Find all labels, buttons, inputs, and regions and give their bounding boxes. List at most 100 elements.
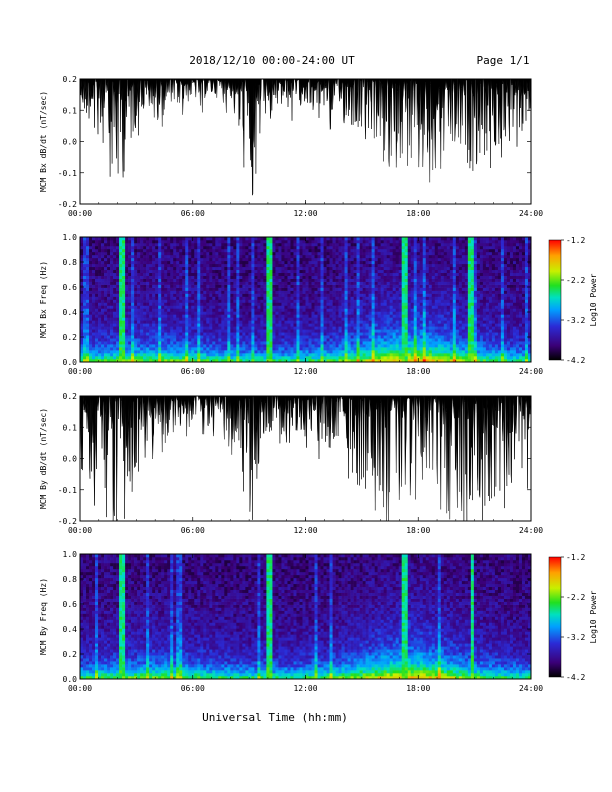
heatmap-cell [308, 254, 312, 259]
heatmap-cell [335, 287, 339, 291]
heatmap-cell [428, 305, 433, 309]
heatmap-cell [254, 323, 258, 327]
heatmap-cell [209, 341, 213, 345]
heatmap-cell [200, 251, 204, 256]
heatmap-cell [275, 251, 279, 256]
heatmap-cell [98, 245, 102, 250]
heatmap-cell [83, 266, 87, 271]
heatmap-cell [122, 245, 126, 250]
heatmap-cell [419, 350, 424, 354]
heatmap-cell [365, 335, 369, 339]
heatmap-cell [107, 248, 111, 253]
heatmap-cell [404, 260, 409, 265]
heatmap-cell [332, 263, 336, 268]
heatmap-cell [173, 344, 177, 348]
heatmap-cell [311, 275, 315, 279]
heatmap-cell [119, 269, 123, 274]
heatmap-cell [350, 269, 354, 274]
heatmap-cell [428, 356, 433, 360]
heatmap-cell [134, 329, 138, 333]
heatmap-cell [119, 237, 123, 241]
heatmap-cell [368, 308, 372, 312]
heatmap-cell [107, 242, 111, 247]
heatmap-cell [329, 317, 333, 321]
heatmap-cell [410, 284, 415, 288]
heatmap-cell [263, 275, 267, 279]
heatmap-cell [353, 245, 357, 250]
heatmap-cell [110, 254, 114, 259]
heatmap-cell [272, 299, 276, 303]
heatmap-cell [350, 350, 354, 354]
heatmap-cell [185, 305, 189, 309]
heatmap-cell [308, 245, 312, 250]
heatmap-cell [182, 356, 186, 360]
heatmap-cell [110, 299, 114, 303]
heatmap-cell [104, 290, 108, 294]
heatmap-cell [254, 308, 258, 312]
heatmap-cell [308, 269, 312, 274]
heatmap-cell [311, 299, 315, 303]
heatmap-cell [353, 293, 357, 297]
heatmap-cell [104, 350, 108, 354]
heatmap-cell [83, 359, 87, 363]
heatmap-cell [365, 281, 369, 285]
heatmap-cell [86, 239, 90, 244]
heatmap-cell [293, 350, 297, 354]
heatmap-cell [215, 326, 219, 330]
heatmap-cell [278, 266, 282, 271]
heatmap-cell [155, 278, 159, 282]
heatmap-cell [395, 353, 400, 357]
heatmap-cell [185, 332, 189, 336]
heatmap-cell [332, 305, 336, 309]
heatmap-cell [158, 290, 162, 294]
heatmap-cell [362, 251, 366, 256]
heatmap-cell [176, 266, 180, 271]
heatmap-cell [395, 263, 400, 268]
heatmap-cell [302, 254, 306, 259]
heatmap-cell [386, 350, 390, 354]
heatmap-cell [299, 350, 303, 354]
heatmap-cell [386, 344, 390, 348]
y-tick-label: -0.1 [58, 169, 77, 178]
heatmap-cell [209, 326, 213, 330]
heatmap-cell [131, 290, 135, 294]
heatmap-cell [197, 317, 201, 321]
heatmap-cell [80, 239, 84, 244]
heatmap-cell [116, 305, 120, 309]
heatmap-cell [401, 242, 406, 247]
heatmap-cell [170, 263, 174, 268]
heatmap-cell [359, 353, 363, 357]
heatmap-cell [224, 308, 228, 312]
heatmap-cell [248, 332, 252, 336]
heatmap-cell [377, 299, 381, 303]
heatmap-cell [377, 248, 381, 253]
heatmap-cell [107, 338, 111, 342]
heatmap-cell [311, 335, 315, 339]
heatmap-cell [281, 260, 285, 265]
heatmap-cell [170, 237, 174, 241]
heatmap-cell [338, 269, 342, 274]
heatmap-cell [272, 254, 276, 259]
heatmap-cell [242, 272, 246, 276]
heatmap-cell [188, 242, 192, 247]
heatmap-cell [323, 287, 327, 291]
heatmap-cell [146, 260, 150, 265]
heatmap-cell [341, 245, 345, 250]
heatmap-cell [167, 356, 171, 360]
heatmap-cell [188, 293, 192, 297]
panel-bx-dbdt-plot [79, 78, 532, 196]
heatmap-cell [122, 305, 126, 309]
heatmap-cell [239, 338, 243, 342]
heatmap-cell [179, 311, 183, 315]
heatmap-cell [119, 245, 123, 250]
heatmap-cell [359, 284, 363, 288]
heatmap-cell [191, 278, 195, 282]
heatmap-cell [125, 356, 129, 360]
heatmap-cell [101, 284, 105, 288]
heatmap-cell [269, 335, 273, 339]
heatmap-cell [95, 251, 99, 256]
heatmap-cell [335, 281, 339, 285]
heatmap-cell [164, 293, 168, 297]
heatmap-cell [407, 305, 412, 309]
heatmap-cell [170, 341, 174, 345]
